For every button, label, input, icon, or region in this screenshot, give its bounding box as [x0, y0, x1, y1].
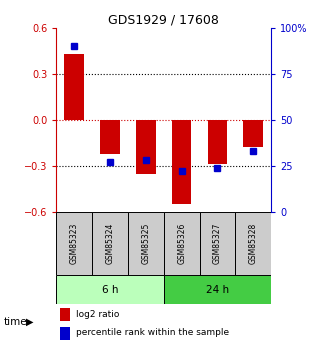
Text: GSM85327: GSM85327 [213, 223, 222, 264]
Text: ▶: ▶ [26, 317, 34, 326]
Text: time: time [3, 317, 27, 326]
Text: GSM85323: GSM85323 [70, 223, 79, 264]
Title: GDS1929 / 17608: GDS1929 / 17608 [108, 13, 219, 27]
Text: GSM85326: GSM85326 [177, 223, 186, 264]
Text: log2 ratio: log2 ratio [75, 310, 119, 319]
FancyBboxPatch shape [200, 212, 235, 275]
Text: 24 h: 24 h [206, 285, 229, 295]
FancyBboxPatch shape [128, 212, 164, 275]
Bar [64, 54, 84, 120]
Bar [100, 120, 120, 154]
Text: GSM85324: GSM85324 [105, 223, 115, 264]
Text: GSM85325: GSM85325 [141, 223, 150, 264]
Bar [136, 120, 156, 174]
Bar [243, 120, 263, 147]
Bar [60, 327, 70, 340]
FancyBboxPatch shape [56, 212, 92, 275]
Bar [172, 120, 192, 204]
FancyBboxPatch shape [56, 275, 164, 304]
Bar [208, 120, 227, 164]
FancyBboxPatch shape [92, 212, 128, 275]
Bar [60, 308, 70, 321]
FancyBboxPatch shape [164, 212, 200, 275]
Text: percentile rank within the sample: percentile rank within the sample [75, 328, 229, 337]
FancyBboxPatch shape [235, 212, 271, 275]
Text: GSM85328: GSM85328 [249, 223, 258, 264]
Text: 6 h: 6 h [102, 285, 118, 295]
FancyBboxPatch shape [164, 275, 271, 304]
